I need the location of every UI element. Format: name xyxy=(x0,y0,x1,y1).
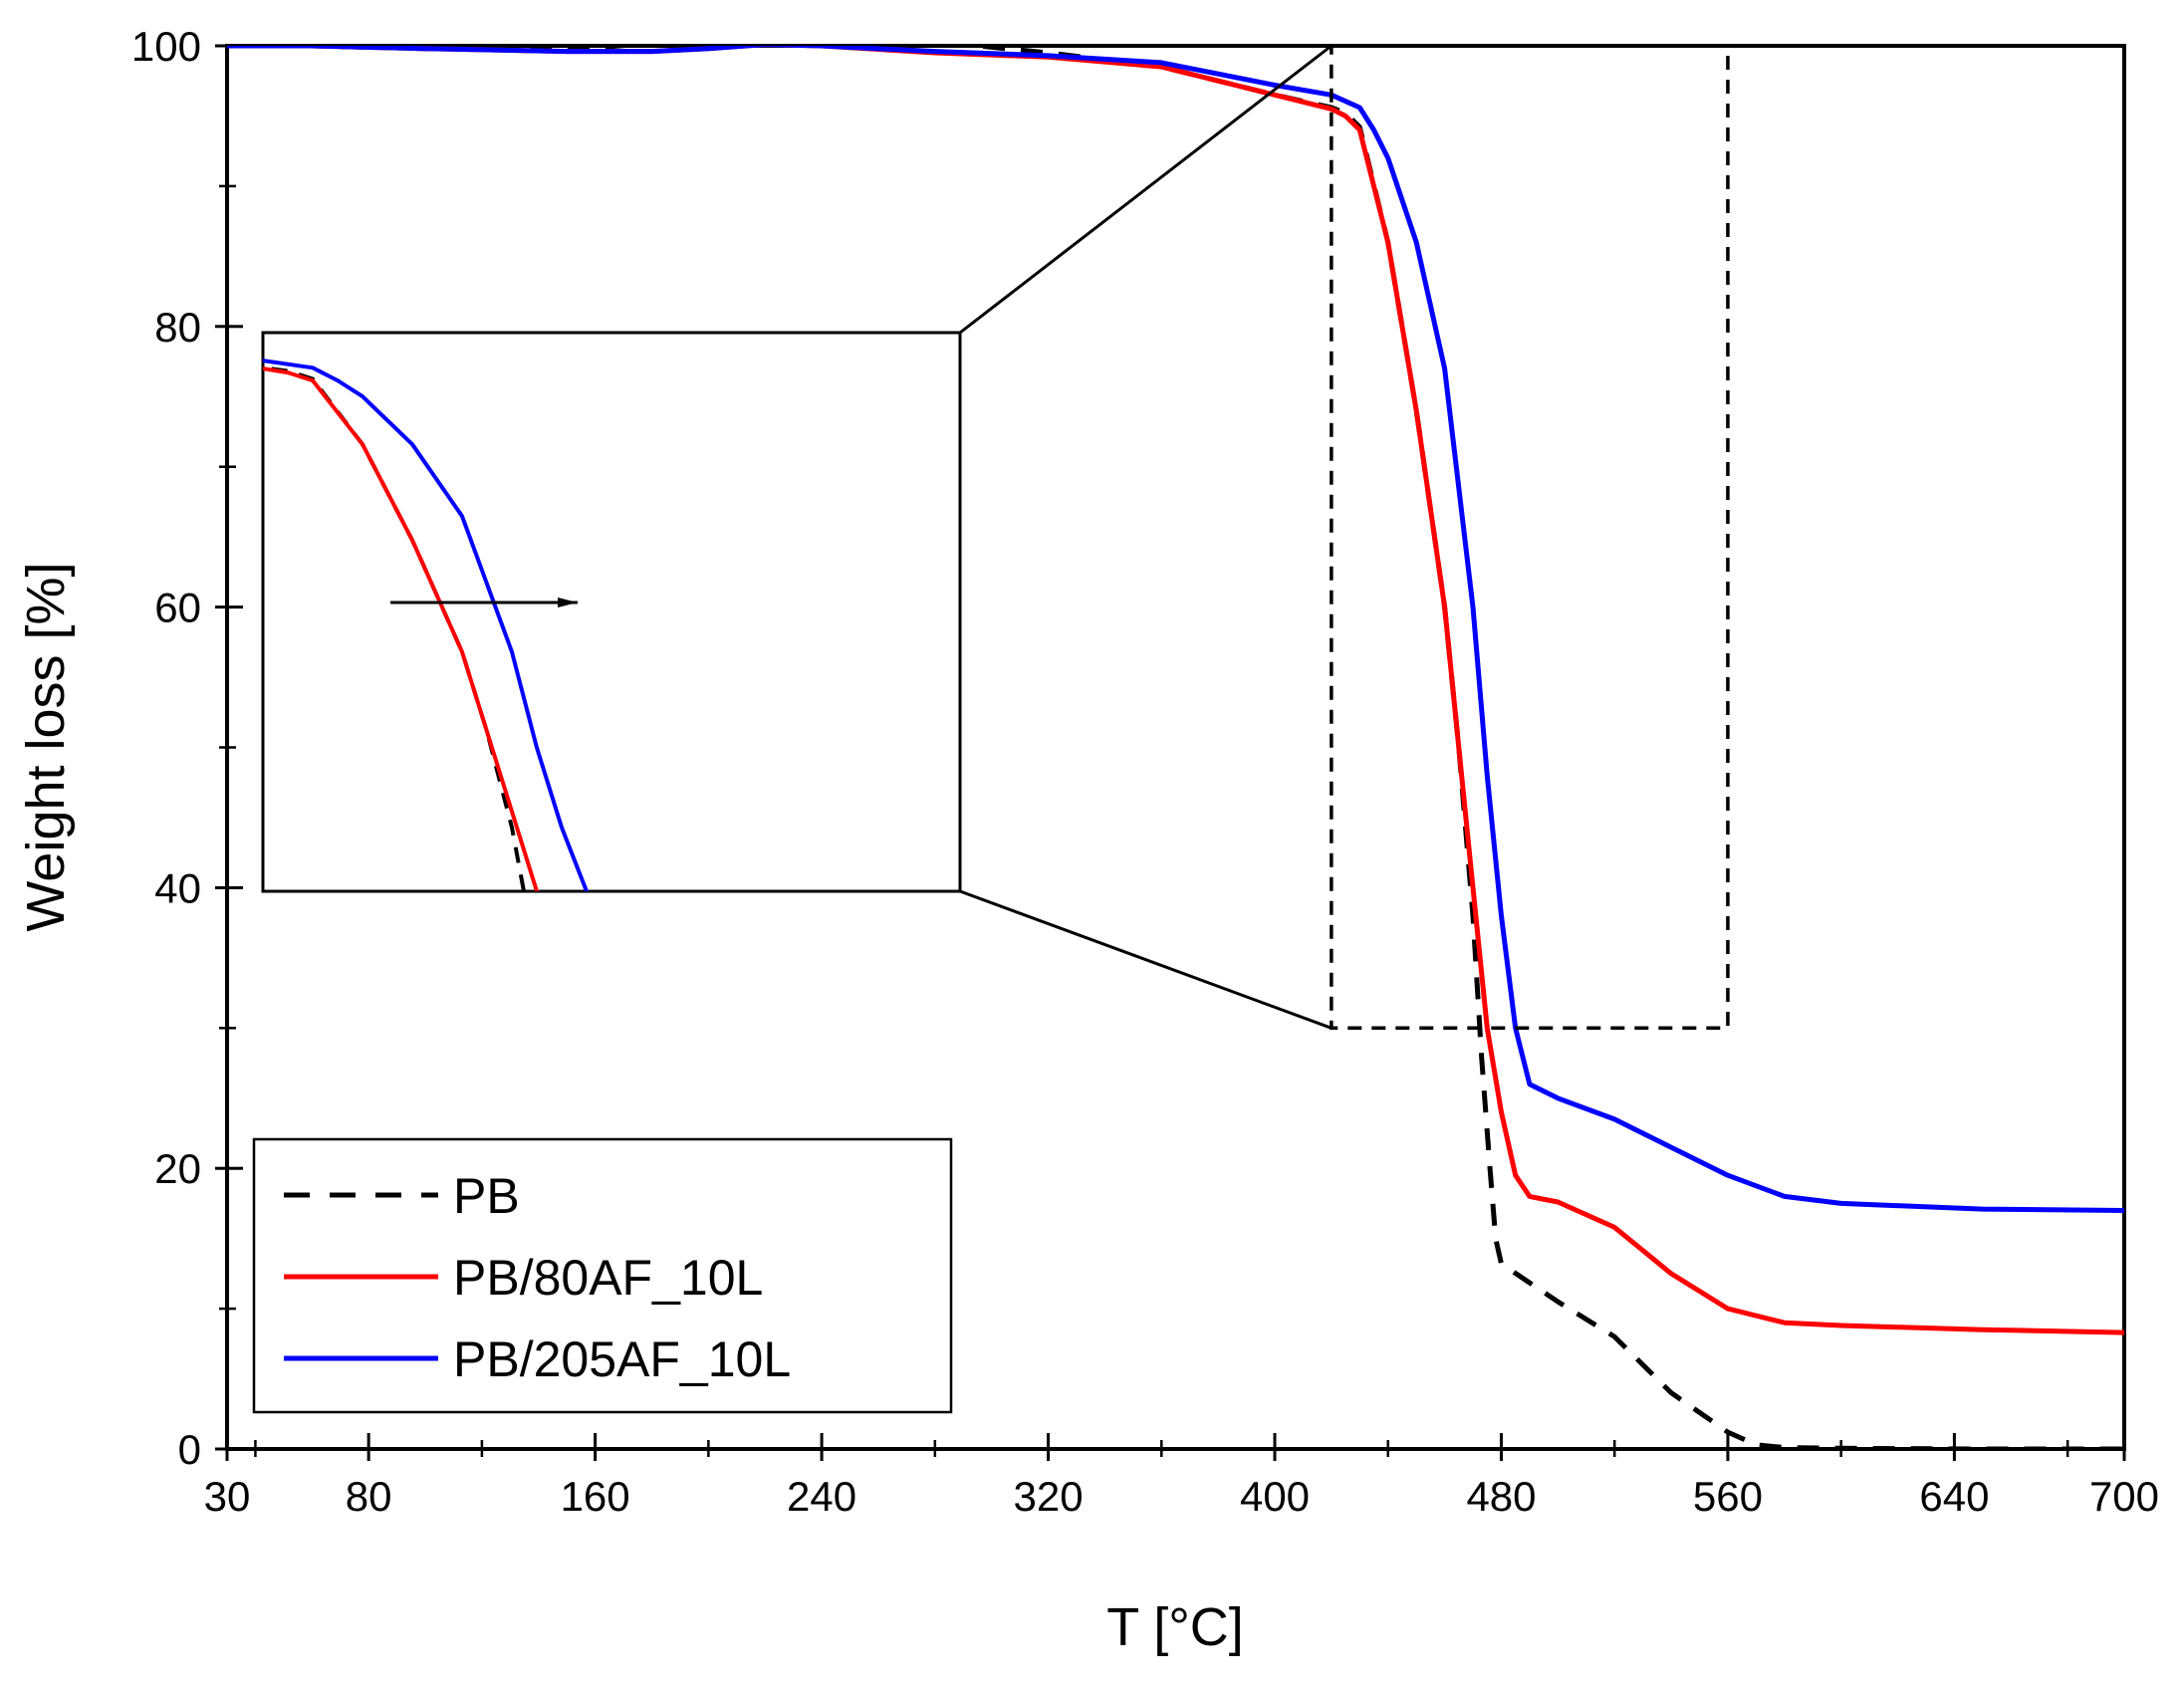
legend-label-pb-80af-10l: PB/80AF_10L xyxy=(453,1250,763,1306)
axis-ticks xyxy=(215,44,2126,1461)
x-axis-title: T [°C] xyxy=(1106,1597,1244,1657)
inset-panel xyxy=(261,331,962,893)
x-tick-label: 400 xyxy=(1240,1473,1310,1520)
y-tick-label: 0 xyxy=(178,1426,201,1473)
series-lines xyxy=(227,46,2124,1449)
x-tick-label: 240 xyxy=(787,1473,856,1520)
y-tick-label: 20 xyxy=(154,1145,201,1192)
x-tick-label: 80 xyxy=(346,1473,392,1520)
inset-series-lines xyxy=(263,359,590,891)
y-tick-label: 80 xyxy=(154,304,201,351)
y-tick-label: 100 xyxy=(131,23,201,70)
zoom-region-box xyxy=(1330,44,1730,1031)
inset-line-pb-80af-10l xyxy=(263,366,540,891)
legend-label-pb-205af-10l: PB/205AF_10L xyxy=(453,1331,791,1387)
zoom-connector-top xyxy=(959,44,1333,335)
legend: PB PB/80AF_10L PB/205AF_10L xyxy=(252,1137,953,1414)
y-tick-label: 40 xyxy=(154,864,201,911)
x-tick-labels: 30 80 160 240 320 400 480 560 640 700 xyxy=(204,1473,2159,1520)
zoom-indicator xyxy=(959,44,1730,1031)
x-tick-label: 30 xyxy=(204,1473,251,1520)
inset-frame xyxy=(261,331,962,893)
x-tick-label: 640 xyxy=(1919,1473,1989,1520)
y-axis-title: Weight loss [%] xyxy=(16,562,76,931)
legend-label-pb: PB xyxy=(453,1168,520,1224)
y-tick-label: 60 xyxy=(154,585,201,631)
inset-line-pb-205af-10l xyxy=(263,359,590,891)
x-tick-label: 320 xyxy=(1014,1473,1084,1520)
x-tick-label: 700 xyxy=(2089,1473,2159,1520)
zoom-connector-bottom xyxy=(959,889,1333,1030)
x-tick-label: 160 xyxy=(561,1473,630,1520)
series-line-pb-205af-10l xyxy=(227,46,2124,1213)
x-tick-label: 560 xyxy=(1693,1473,1763,1520)
x-tick-label: 480 xyxy=(1466,1473,1536,1520)
y-tick-labels: 0 20 40 60 80 100 xyxy=(131,23,201,1473)
